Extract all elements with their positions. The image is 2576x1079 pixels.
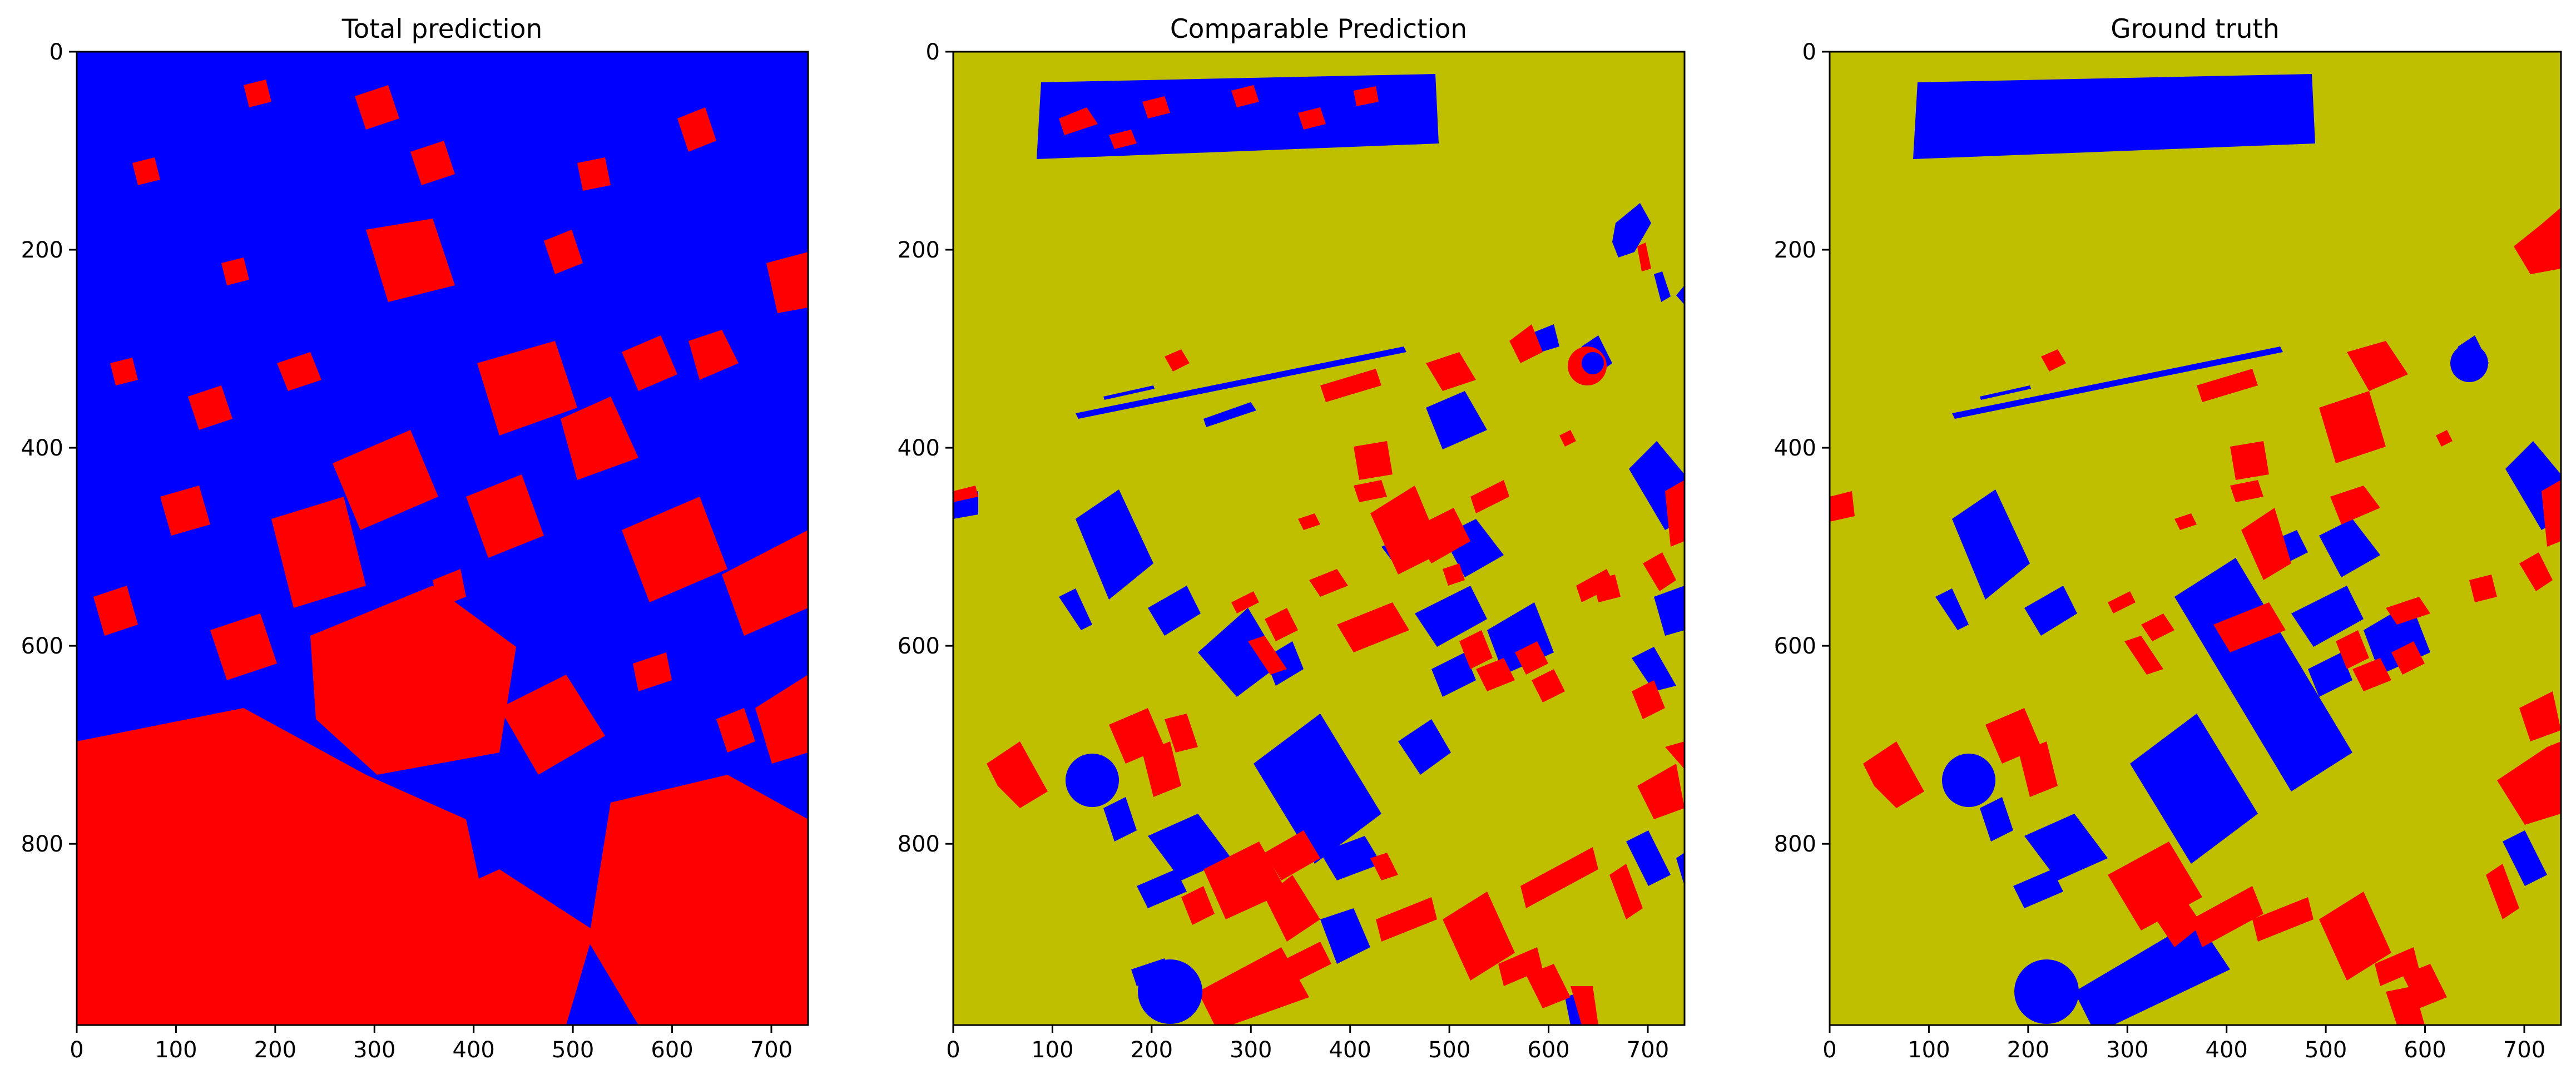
y-axis: 0 200 400 600 800 [1774, 39, 1830, 857]
axes-frame [1829, 51, 2562, 1026]
x-tick-label: 400 [453, 1037, 495, 1063]
x-tick-label: 200 [1131, 1037, 1173, 1063]
x-tick-label: 500 [552, 1037, 594, 1063]
x-tick-label: 300 [1230, 1037, 1272, 1063]
y-tick-label: 400 [21, 435, 63, 461]
class-regions-red [1830, 207, 2561, 1025]
class-region-blue [1066, 754, 1119, 807]
y-tick-label: 600 [898, 633, 940, 659]
class-region-olive [953, 52, 1685, 1025]
x-tick-label: 0 [70, 1037, 83, 1063]
class-regions-blue [953, 74, 1685, 1025]
x-tick-label: 700 [1627, 1037, 1669, 1063]
chart-title: Comparable Prediction [1170, 14, 1467, 44]
y-tick-label: 600 [1774, 633, 1816, 659]
chart-title: Total prediction [341, 14, 543, 44]
x-tick-label: 600 [651, 1037, 693, 1063]
panel-total-prediction: Total prediction [21, 14, 809, 1063]
y-tick-label: 0 [49, 39, 63, 65]
x-tick-label: 200 [254, 1037, 296, 1063]
class-region-blue [2014, 959, 2079, 1024]
y-tick-label: 400 [1774, 435, 1816, 461]
class-region-blue [1582, 352, 1604, 374]
class-region-blue [1942, 754, 1995, 807]
class-region-blue [2450, 344, 2488, 382]
y-tick-label: 200 [21, 237, 63, 263]
panel-ground-truth: Ground truth [1774, 14, 2562, 1063]
x-tick-label: 500 [2305, 1037, 2347, 1063]
x-axis: 0 100 200 300 400 500 600 700 [70, 1025, 792, 1063]
class-regions-blue [1913, 74, 2561, 1025]
x-tick-label: 100 [1908, 1037, 1950, 1063]
y-tick-label: 200 [898, 237, 940, 263]
y-axis: 0 200 400 600 800 [21, 39, 77, 857]
class-region-blue [1138, 959, 1202, 1024]
y-tick-label: 600 [21, 633, 63, 659]
x-tick-label: 0 [1822, 1037, 1836, 1063]
x-tick-label: 600 [1527, 1037, 1569, 1063]
x-axis: 0 100 200 300 400 500 600 700 [946, 1025, 1669, 1063]
y-tick-label: 0 [1802, 39, 1816, 65]
y-tick-label: 0 [926, 39, 940, 65]
x-tick-label: 200 [2007, 1037, 2049, 1063]
x-tick-label: 300 [2106, 1037, 2148, 1063]
x-tick-label: 700 [750, 1037, 792, 1063]
y-axis: 0 200 400 600 800 [898, 39, 953, 857]
x-tick-label: 500 [1428, 1037, 1470, 1063]
x-tick-label: 700 [2503, 1037, 2545, 1063]
x-tick-label: 300 [353, 1037, 395, 1063]
heatmap-image [953, 52, 1685, 1025]
x-tick-label: 400 [1329, 1037, 1371, 1063]
y-tick-label: 800 [1774, 831, 1816, 857]
x-tick-label: 100 [155, 1037, 197, 1063]
chart-title: Ground truth [2111, 14, 2280, 44]
axes-frame [952, 51, 1686, 1026]
heatmap-image [1830, 52, 2561, 1025]
x-tick-label: 400 [2206, 1037, 2248, 1063]
y-tick-label: 200 [1774, 237, 1816, 263]
panel-comparable-prediction: Comparable Prediction [898, 14, 1686, 1063]
x-tick-label: 600 [2404, 1037, 2446, 1063]
class-regions-red [77, 80, 808, 1025]
x-tick-label: 0 [946, 1037, 960, 1063]
y-tick-label: 400 [898, 435, 940, 461]
y-tick-label: 800 [898, 831, 940, 857]
class-region-olive [1830, 52, 2561, 1025]
y-tick-label: 800 [21, 831, 63, 857]
axes-frame [76, 51, 809, 1026]
heatmap-image [77, 52, 808, 1025]
x-axis: 0 100 200 300 400 500 600 700 [1822, 1025, 2545, 1063]
class-regions-red [953, 85, 1685, 1025]
x-tick-label: 100 [1031, 1037, 1073, 1063]
